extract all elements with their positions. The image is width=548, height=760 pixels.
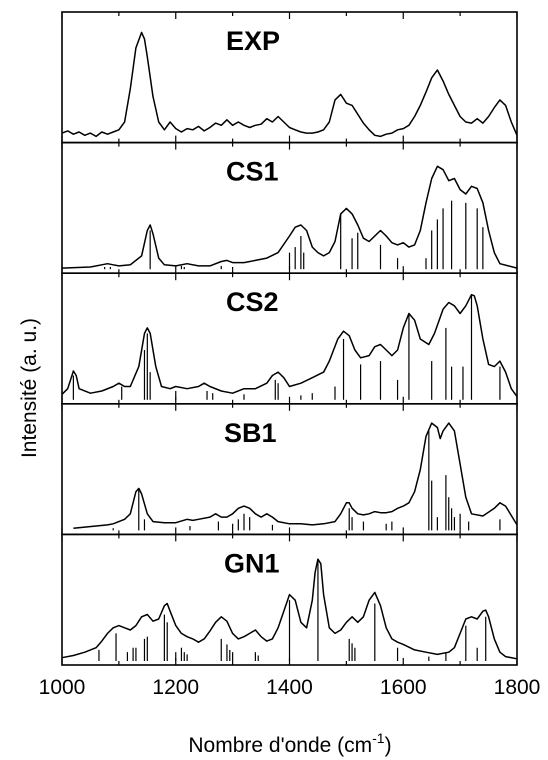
spectrum-line	[61, 31, 518, 138]
panel-sb1: SB1	[61, 402, 518, 536]
x-tick-label: 1600	[380, 676, 427, 699]
panel-gn1: GN1	[61, 533, 518, 666]
x-tick-label: 1800	[494, 676, 541, 699]
panel-frame	[61, 272, 518, 405]
panel-label: SB1	[224, 418, 277, 448]
panels-layer: EXP CS1 CS2 SB1 GN1	[61, 11, 518, 666]
x-tick-label: 1400	[266, 676, 313, 699]
panel-frame	[61, 11, 518, 144]
spectrum-line	[73, 422, 518, 529]
panel-cs2: CS2	[61, 272, 518, 405]
x-axis-title-suffix: )	[385, 734, 392, 757]
spectrum-line	[61, 293, 518, 397]
spectrum-line	[61, 165, 518, 269]
panel-label: CS1	[226, 157, 279, 187]
panel-label: GN1	[224, 548, 280, 578]
x-tick-label: 1000	[39, 676, 86, 699]
x-axis-title-superscript: -1	[372, 730, 385, 746]
x-axis: 1000 1200 1400 1600 1800	[39, 676, 541, 699]
panel-label: CS2	[226, 287, 279, 317]
panel-cs1: CS1	[61, 141, 518, 275]
x-axis-title-main: Nombre d'onde (cm	[188, 734, 372, 757]
y-axis-title: Intensité (a. u.)	[18, 318, 41, 458]
panel-exp: EXP	[61, 11, 518, 144]
x-tick-label: 1200	[152, 676, 199, 699]
panel-label: EXP	[226, 26, 280, 56]
x-axis-title: Nombre d'onde (cm-1)	[188, 730, 391, 757]
spectrum-line	[61, 558, 518, 660]
